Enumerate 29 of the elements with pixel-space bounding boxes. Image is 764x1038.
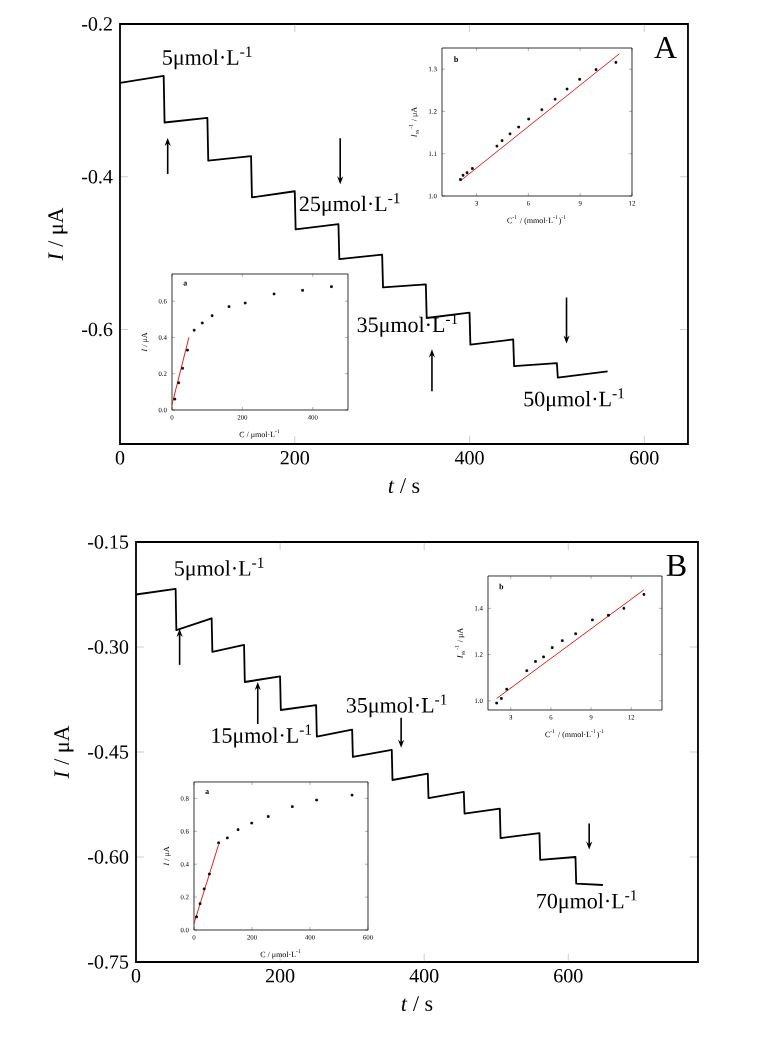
x-tick-label: 200 [265,969,295,983]
y-tick-label: -0.2 [82,17,112,31]
annotation: 50μmol·L$^{-1}$ [524,388,624,411]
y-tick-label: -0.6 [82,322,113,337]
annotation: A [654,36,677,59]
y-tick-label: -0.30 [88,640,129,654]
y-tick-label: -0.45 [88,745,129,759]
y-axis-title: I / μA [48,207,68,261]
y-tick-label: -0.4 [82,169,113,184]
x-axis-title: t / s [401,996,433,1011]
y-tick-label: -0.75 [88,955,129,969]
annotation: 15μmol·L$^{-1}$ [212,724,312,748]
x-tick-label: 200 [280,451,310,465]
x-tick-label: 0 [115,451,125,465]
x-axis-title: t / s [388,478,420,494]
x-tick-label: 600 [554,969,583,983]
annotation: 5μmol·L$^{-1}$ [175,557,264,581]
y-tick-label: -0.60 [88,850,129,864]
x-tick-label: 0 [131,969,141,983]
annotation: 25μmol·L$^{-1}$ [299,192,400,216]
x-tick-label: 400 [454,451,484,465]
annotation: B [666,554,686,576]
x-tick-label: 600 [630,451,659,465]
annotation: 70μmol·L$^{-1}$ [537,890,637,913]
x-tick-label: 400 [409,969,439,983]
annotation: 35μmol·L$^{-1}$ [346,694,447,718]
y-axis-title: I / μA [54,725,74,779]
annotation: 5μmol·L$^{-1}$ [163,46,252,70]
y-tick-label: -0.15 [88,535,129,549]
